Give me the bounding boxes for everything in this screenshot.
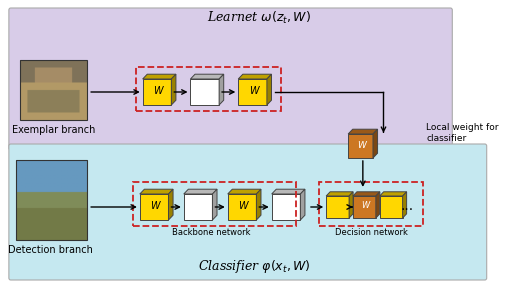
Polygon shape (348, 134, 373, 158)
Bar (15, 160, 87, 240)
Polygon shape (238, 74, 271, 79)
Polygon shape (184, 194, 212, 220)
Text: $\mathit{W}$: $\mathit{W}$ (239, 199, 250, 211)
Polygon shape (376, 192, 380, 218)
Polygon shape (272, 189, 305, 194)
Polygon shape (238, 79, 267, 105)
Text: $\mathit{W}$: $\mathit{W}$ (153, 84, 165, 96)
Polygon shape (326, 196, 349, 218)
Text: ...: ... (401, 199, 414, 213)
Polygon shape (348, 129, 377, 134)
Text: $\mathit{W}$: $\mathit{W}$ (361, 200, 372, 211)
Polygon shape (190, 79, 219, 105)
Bar (20, 60, 87, 120)
Text: Exemplar branch: Exemplar branch (12, 125, 95, 135)
Polygon shape (172, 74, 176, 105)
Polygon shape (267, 74, 271, 105)
Text: Local weight for
classifier: Local weight for classifier (426, 123, 499, 143)
Polygon shape (272, 194, 301, 220)
Polygon shape (353, 196, 376, 218)
Polygon shape (168, 189, 173, 220)
Polygon shape (373, 129, 377, 158)
Text: $\mathit{W}$: $\mathit{W}$ (357, 139, 369, 149)
FancyBboxPatch shape (9, 144, 487, 280)
FancyBboxPatch shape (9, 8, 452, 150)
Text: $\mathit{W}$: $\mathit{W}$ (151, 199, 162, 211)
Text: Backbone network: Backbone network (172, 228, 251, 237)
Bar (136, 67, 281, 111)
Text: Learnet $\omega(z_t,W)$: Learnet $\omega(z_t,W)$ (207, 10, 311, 26)
Bar (133, 182, 295, 226)
Bar (319, 182, 423, 226)
Polygon shape (349, 192, 353, 218)
Text: $\mathit{W}$: $\mathit{W}$ (249, 84, 261, 96)
Polygon shape (257, 189, 261, 220)
Text: Decision network: Decision network (335, 228, 408, 237)
Polygon shape (353, 192, 380, 196)
Polygon shape (190, 74, 224, 79)
Text: Classifier $\varphi(x_t,W)$: Classifier $\varphi(x_t,W)$ (198, 258, 311, 275)
Text: Detection branch: Detection branch (9, 245, 93, 255)
Polygon shape (140, 194, 168, 220)
Polygon shape (228, 194, 257, 220)
Polygon shape (402, 192, 407, 218)
Polygon shape (219, 74, 224, 105)
Polygon shape (301, 189, 305, 220)
Polygon shape (140, 189, 173, 194)
Polygon shape (212, 189, 217, 220)
Polygon shape (184, 189, 217, 194)
Polygon shape (326, 192, 353, 196)
Polygon shape (380, 192, 407, 196)
Polygon shape (380, 196, 402, 218)
Polygon shape (143, 74, 176, 79)
Polygon shape (143, 79, 172, 105)
Polygon shape (228, 189, 261, 194)
